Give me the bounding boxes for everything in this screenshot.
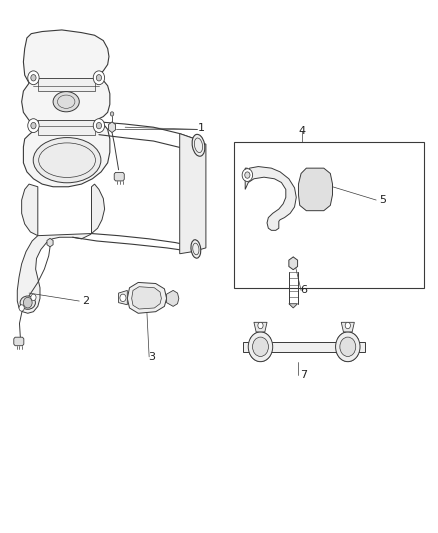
Bar bbox=[234, 142, 424, 288]
Polygon shape bbox=[114, 172, 124, 181]
Text: 6: 6 bbox=[300, 286, 307, 295]
Polygon shape bbox=[289, 304, 297, 308]
Circle shape bbox=[120, 294, 126, 302]
Polygon shape bbox=[38, 120, 95, 135]
Ellipse shape bbox=[191, 240, 201, 258]
Circle shape bbox=[93, 119, 105, 133]
Polygon shape bbox=[92, 184, 105, 233]
Circle shape bbox=[96, 75, 102, 81]
Polygon shape bbox=[17, 233, 92, 313]
Text: 4: 4 bbox=[298, 126, 306, 136]
Polygon shape bbox=[166, 290, 179, 306]
Text: 5: 5 bbox=[379, 195, 386, 205]
Polygon shape bbox=[254, 322, 267, 332]
Polygon shape bbox=[132, 287, 161, 309]
Circle shape bbox=[336, 332, 360, 362]
Circle shape bbox=[258, 322, 263, 329]
Circle shape bbox=[31, 294, 36, 301]
Circle shape bbox=[31, 75, 36, 81]
Polygon shape bbox=[14, 337, 24, 346]
Text: 3: 3 bbox=[148, 352, 155, 362]
Text: 2: 2 bbox=[82, 296, 89, 306]
Circle shape bbox=[23, 297, 32, 308]
Circle shape bbox=[28, 119, 39, 133]
Polygon shape bbox=[127, 282, 166, 313]
Circle shape bbox=[340, 337, 356, 357]
Circle shape bbox=[110, 112, 114, 116]
Polygon shape bbox=[21, 30, 110, 187]
Polygon shape bbox=[289, 257, 297, 270]
Text: 1: 1 bbox=[198, 123, 205, 133]
Polygon shape bbox=[109, 122, 116, 133]
Circle shape bbox=[242, 168, 253, 181]
Polygon shape bbox=[47, 238, 53, 247]
Circle shape bbox=[28, 71, 39, 85]
Ellipse shape bbox=[192, 134, 205, 156]
Polygon shape bbox=[21, 184, 38, 236]
Ellipse shape bbox=[53, 92, 79, 112]
Circle shape bbox=[253, 337, 268, 357]
Circle shape bbox=[248, 332, 273, 362]
Polygon shape bbox=[245, 166, 296, 230]
Circle shape bbox=[96, 123, 102, 129]
Ellipse shape bbox=[33, 138, 101, 183]
Polygon shape bbox=[38, 78, 95, 91]
Polygon shape bbox=[243, 342, 365, 352]
Text: 7: 7 bbox=[300, 370, 308, 381]
Circle shape bbox=[31, 123, 36, 129]
Polygon shape bbox=[180, 134, 206, 254]
Polygon shape bbox=[119, 290, 127, 305]
Polygon shape bbox=[341, 322, 354, 332]
Ellipse shape bbox=[20, 296, 35, 309]
Circle shape bbox=[345, 322, 350, 329]
Circle shape bbox=[93, 71, 105, 85]
Polygon shape bbox=[298, 168, 332, 211]
Circle shape bbox=[245, 172, 250, 178]
Circle shape bbox=[19, 305, 24, 311]
